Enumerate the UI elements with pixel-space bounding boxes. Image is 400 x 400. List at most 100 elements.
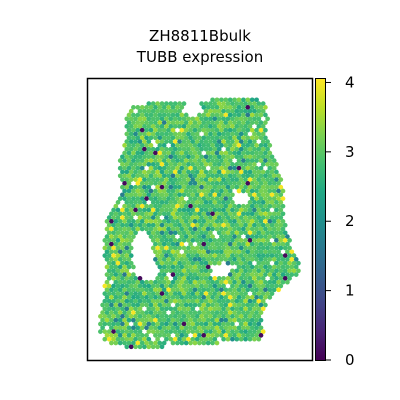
spot-point xyxy=(192,272,198,277)
spot-point xyxy=(249,105,255,110)
spot-point xyxy=(183,219,189,224)
spot-point xyxy=(245,317,251,323)
spot-point xyxy=(179,105,185,110)
chart-title-line-1: ZH8811Bbulk xyxy=(149,27,251,45)
spot-point xyxy=(258,325,264,331)
spot-point xyxy=(278,230,284,236)
spot-point xyxy=(150,344,156,350)
spot-point xyxy=(256,253,262,258)
spot-point xyxy=(252,306,257,312)
spot-point xyxy=(166,325,171,331)
spot-point xyxy=(258,165,264,171)
spot-point xyxy=(214,317,220,323)
spot-point xyxy=(203,124,209,129)
spot-point xyxy=(122,279,127,285)
spot-point xyxy=(172,306,178,312)
spot-point xyxy=(249,165,255,171)
spot-point xyxy=(175,105,180,110)
spot-point xyxy=(236,120,242,125)
spot-point xyxy=(133,124,138,129)
spot-point xyxy=(128,184,134,190)
spot-point xyxy=(183,143,189,148)
spot-point xyxy=(153,249,158,255)
spot-point xyxy=(183,295,189,300)
spot-point xyxy=(236,249,242,255)
spot-point xyxy=(203,184,209,190)
spot-point xyxy=(157,279,163,285)
spot-point xyxy=(181,222,187,228)
spot-point xyxy=(177,230,182,236)
spot-point xyxy=(135,150,141,156)
spot-point xyxy=(203,116,209,122)
spot-point xyxy=(139,287,145,293)
spot-point xyxy=(194,215,200,220)
spot-point xyxy=(263,249,268,255)
spot-point xyxy=(120,162,125,167)
spot-point xyxy=(188,143,193,148)
spot-point xyxy=(170,150,176,156)
spot-point xyxy=(236,97,242,103)
spot-point xyxy=(146,283,152,289)
spot-point xyxy=(126,295,132,300)
spot-point xyxy=(111,207,116,213)
spot-point xyxy=(192,143,198,148)
spot-point xyxy=(208,291,213,296)
spot-point xyxy=(219,333,224,338)
spot-point xyxy=(159,245,165,251)
spot-point xyxy=(278,238,284,243)
spot-point xyxy=(164,245,169,251)
spot-point xyxy=(131,340,136,346)
spot-point xyxy=(227,317,233,323)
spot-point xyxy=(265,200,270,205)
spot-point xyxy=(221,238,226,243)
spot-point xyxy=(124,344,130,350)
spot-point xyxy=(234,276,240,281)
spot-point xyxy=(159,200,165,205)
spot-point xyxy=(276,279,281,285)
spot-point xyxy=(271,188,277,194)
spot-point xyxy=(243,298,248,304)
spot-point xyxy=(230,291,235,296)
spot-point xyxy=(232,211,237,217)
spot-point xyxy=(113,295,119,300)
spot-point xyxy=(254,295,259,300)
spot-point xyxy=(117,287,123,293)
spot-point xyxy=(252,238,257,243)
spot-point xyxy=(186,276,191,281)
spot-point xyxy=(203,291,209,296)
spot-point xyxy=(252,283,257,289)
spot-point xyxy=(157,264,163,270)
spot-point xyxy=(137,192,143,198)
spot-point xyxy=(150,131,156,137)
spot-point xyxy=(183,340,189,346)
spot-point xyxy=(216,321,222,327)
spot-point xyxy=(146,321,152,327)
spot-point xyxy=(280,234,286,239)
spot-point xyxy=(241,302,246,308)
spot-point xyxy=(192,120,198,125)
spot-point xyxy=(205,279,211,285)
spot-point xyxy=(166,165,171,171)
spot-point xyxy=(190,268,196,274)
spot-point xyxy=(183,112,189,118)
spot-point xyxy=(252,230,257,236)
spot-point xyxy=(199,291,204,296)
spot-point xyxy=(201,226,207,232)
spot-point xyxy=(159,276,165,281)
spot-point xyxy=(214,165,220,171)
spot-point xyxy=(199,124,204,129)
spot-point xyxy=(159,230,165,236)
spot-point xyxy=(293,257,299,262)
spot-point xyxy=(225,314,231,319)
spot-point xyxy=(122,143,127,148)
spot-point xyxy=(278,192,284,198)
spot-point xyxy=(188,340,193,346)
spot-point xyxy=(260,131,266,137)
spot-point xyxy=(142,222,147,228)
spot-point xyxy=(271,211,277,217)
spot-point xyxy=(111,215,116,220)
spot-point xyxy=(166,226,171,232)
spot-point xyxy=(177,162,182,167)
spot-point xyxy=(128,283,134,289)
spot-point xyxy=(179,135,185,141)
